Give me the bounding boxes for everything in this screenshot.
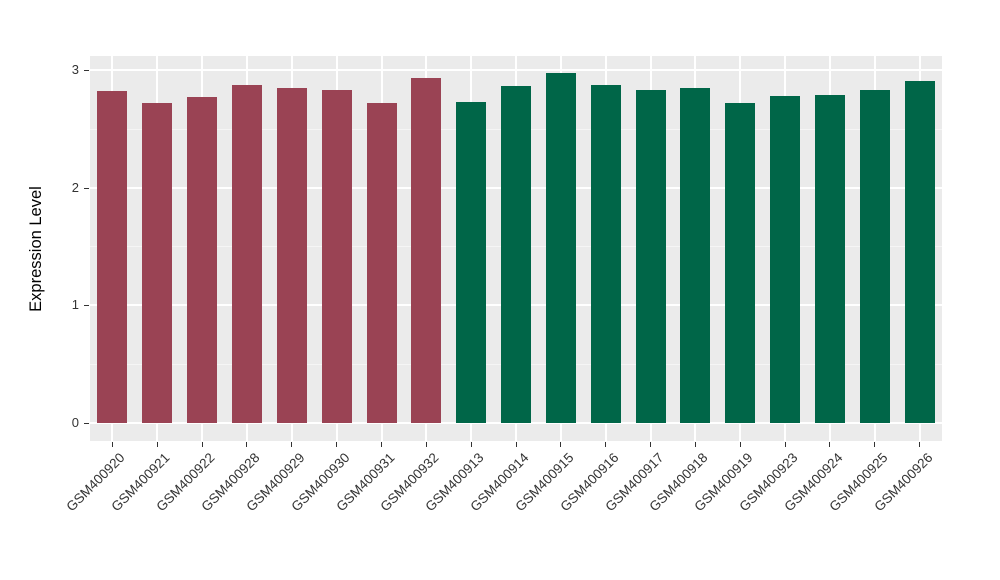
y-tick-mark bbox=[84, 187, 89, 189]
bar-GSM400914 bbox=[501, 86, 531, 423]
bar-GSM400932 bbox=[411, 78, 442, 423]
bar-GSM400917 bbox=[635, 89, 666, 423]
x-tick-mark bbox=[291, 442, 293, 447]
y-tick-mark bbox=[84, 69, 89, 71]
x-tick-mark bbox=[515, 442, 517, 447]
bar-GSM400931 bbox=[366, 102, 397, 423]
y-tick-mark bbox=[84, 305, 89, 307]
x-tick-label: GSM400926 bbox=[870, 450, 936, 515]
bar-GSM400930 bbox=[321, 89, 352, 423]
y-tick-mark bbox=[84, 423, 89, 424]
bar-GSM400925 bbox=[859, 89, 890, 423]
bar-GSM400922 bbox=[187, 97, 218, 423]
bar-GSM400918 bbox=[680, 87, 711, 423]
bar-GSM400913 bbox=[456, 101, 487, 423]
bar-GSM400916 bbox=[590, 85, 621, 423]
x-tick-mark bbox=[739, 442, 741, 447]
y-tick-label: 0 bbox=[71, 415, 79, 430]
x-tick-mark bbox=[784, 442, 786, 447]
x-tick-mark bbox=[874, 442, 876, 447]
x-tick-mark bbox=[111, 442, 113, 447]
y-axis-title: Expression Level bbox=[27, 185, 45, 312]
x-tick-mark bbox=[470, 442, 472, 447]
x-tick-mark bbox=[829, 442, 831, 447]
bar-GSM400923 bbox=[770, 95, 801, 423]
y-tick-label: 1 bbox=[71, 297, 79, 313]
bar-GSM400929 bbox=[276, 87, 307, 423]
bar-GSM400920 bbox=[97, 91, 128, 423]
x-tick-mark bbox=[156, 442, 158, 447]
x-tick-mark bbox=[560, 442, 562, 447]
plot-panel bbox=[90, 56, 942, 441]
bar-GSM400915 bbox=[545, 73, 576, 423]
bar-GSM400919 bbox=[725, 102, 756, 423]
x-tick-mark bbox=[605, 442, 607, 447]
x-tick-mark bbox=[246, 442, 248, 447]
x-tick-mark bbox=[425, 442, 427, 447]
x-tick-mark bbox=[201, 442, 203, 447]
x-tick-mark bbox=[694, 442, 696, 447]
x-tick-mark bbox=[650, 442, 651, 447]
bar-GSM400921 bbox=[142, 102, 173, 423]
bar-GSM400924 bbox=[814, 94, 845, 423]
y-tick-label: 2 bbox=[71, 179, 79, 195]
x-tick-mark bbox=[336, 442, 338, 447]
x-tick-mark bbox=[381, 442, 382, 447]
x-tick-mark bbox=[919, 442, 921, 447]
y-tick-label: 3 bbox=[71, 61, 79, 77]
bar-GSM400926 bbox=[904, 80, 935, 423]
bar-GSM400928 bbox=[231, 85, 262, 423]
